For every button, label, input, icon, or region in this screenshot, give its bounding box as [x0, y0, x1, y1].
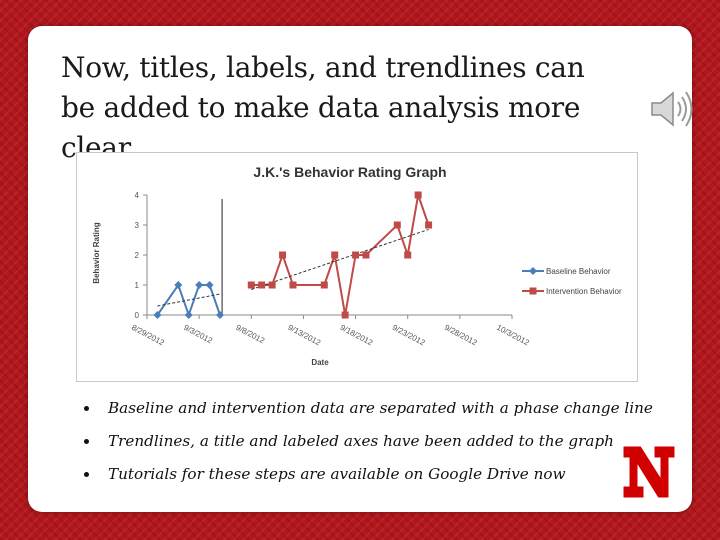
data-point-marker	[258, 281, 266, 289]
data-point-marker	[247, 281, 255, 289]
behavior-chart: J.K.'s Behavior Rating Graph 0 1 2 3 4 8/29/20…	[92, 164, 622, 367]
data-point-marker	[174, 281, 183, 289]
data-point-marker	[414, 191, 422, 199]
data-point-marker	[289, 281, 297, 289]
trendline	[251, 229, 429, 290]
data-point-marker	[331, 251, 339, 259]
bullet-dot-icon	[84, 406, 89, 411]
x-tick-label: 10/3/2012	[495, 323, 531, 348]
legend-label: Baseline Behavior	[546, 267, 611, 276]
y-tick-label: 3	[135, 221, 140, 230]
slide: Now, titles, labels, and trendlines can …	[28, 26, 694, 512]
x-axis-label: Date	[311, 358, 329, 367]
bullet-dot-icon	[84, 439, 89, 444]
slide-title: Now, titles, labels, and trendlines can …	[61, 51, 585, 164]
x-tick-label: 9/8/2012	[234, 323, 266, 346]
y-tick-label: 4	[135, 191, 140, 200]
series-line	[251, 191, 430, 316]
y-tick-label: 2	[135, 251, 140, 260]
x-tick-label: 9/18/2012	[339, 323, 375, 348]
y-tick-label: 0	[135, 311, 140, 320]
speaker-icon[interactable]	[648, 86, 694, 132]
x-tick-label: 8/29/2012	[130, 323, 166, 348]
legend-label: Intervention Behavior	[546, 287, 622, 296]
data-point-marker	[393, 221, 401, 229]
data-point-marker	[184, 311, 193, 319]
data-point-marker	[153, 311, 162, 319]
data-point-marker	[268, 281, 276, 289]
data-point-marker	[404, 251, 412, 259]
data-point-marker	[320, 281, 328, 289]
bullet-dot-icon	[84, 472, 89, 477]
y-tick-label: 1	[135, 281, 140, 290]
data-point-marker	[195, 281, 204, 289]
legend-marker	[529, 267, 537, 275]
data-point-marker	[352, 251, 360, 259]
bullet-text: Trendlines, a title and labeled axes hav…	[108, 432, 614, 450]
y-axis-label: Behavior Rating	[92, 222, 101, 283]
bullet-item: Baseline and intervention data are separ…	[84, 396, 664, 429]
university-n-logo-icon	[622, 445, 676, 499]
x-tick-label: 9/3/2012	[182, 323, 214, 346]
data-point-marker	[216, 311, 224, 319]
data-point-marker	[341, 311, 349, 319]
trendline	[157, 293, 221, 307]
chart-container: J.K.'s Behavior Rating Graph 0 1 2 3 4 8/29/20…	[76, 152, 638, 382]
x-tick-label: 9/23/2012	[391, 323, 427, 348]
bullet-text: Baseline and intervention data are separ…	[108, 399, 653, 417]
legend-marker	[529, 287, 537, 295]
data-point-marker	[362, 251, 370, 259]
data-point-marker	[279, 251, 287, 259]
data-point-marker	[205, 281, 214, 289]
chart-title: J.K.'s Behavior Rating Graph	[253, 164, 446, 180]
x-tick-label: 9/28/2012	[443, 323, 479, 348]
bullet-item: Tutorials for these steps are available …	[84, 462, 664, 495]
data-point-marker	[425, 221, 433, 229]
series-line	[156, 282, 221, 319]
x-tick-label: 9/13/2012	[286, 323, 322, 348]
bullet-list: Baseline and intervention data are separ…	[84, 396, 664, 495]
bullet-text: Tutorials for these steps are available …	[108, 465, 566, 483]
bullet-item: Trendlines, a title and labeled axes hav…	[84, 429, 664, 462]
